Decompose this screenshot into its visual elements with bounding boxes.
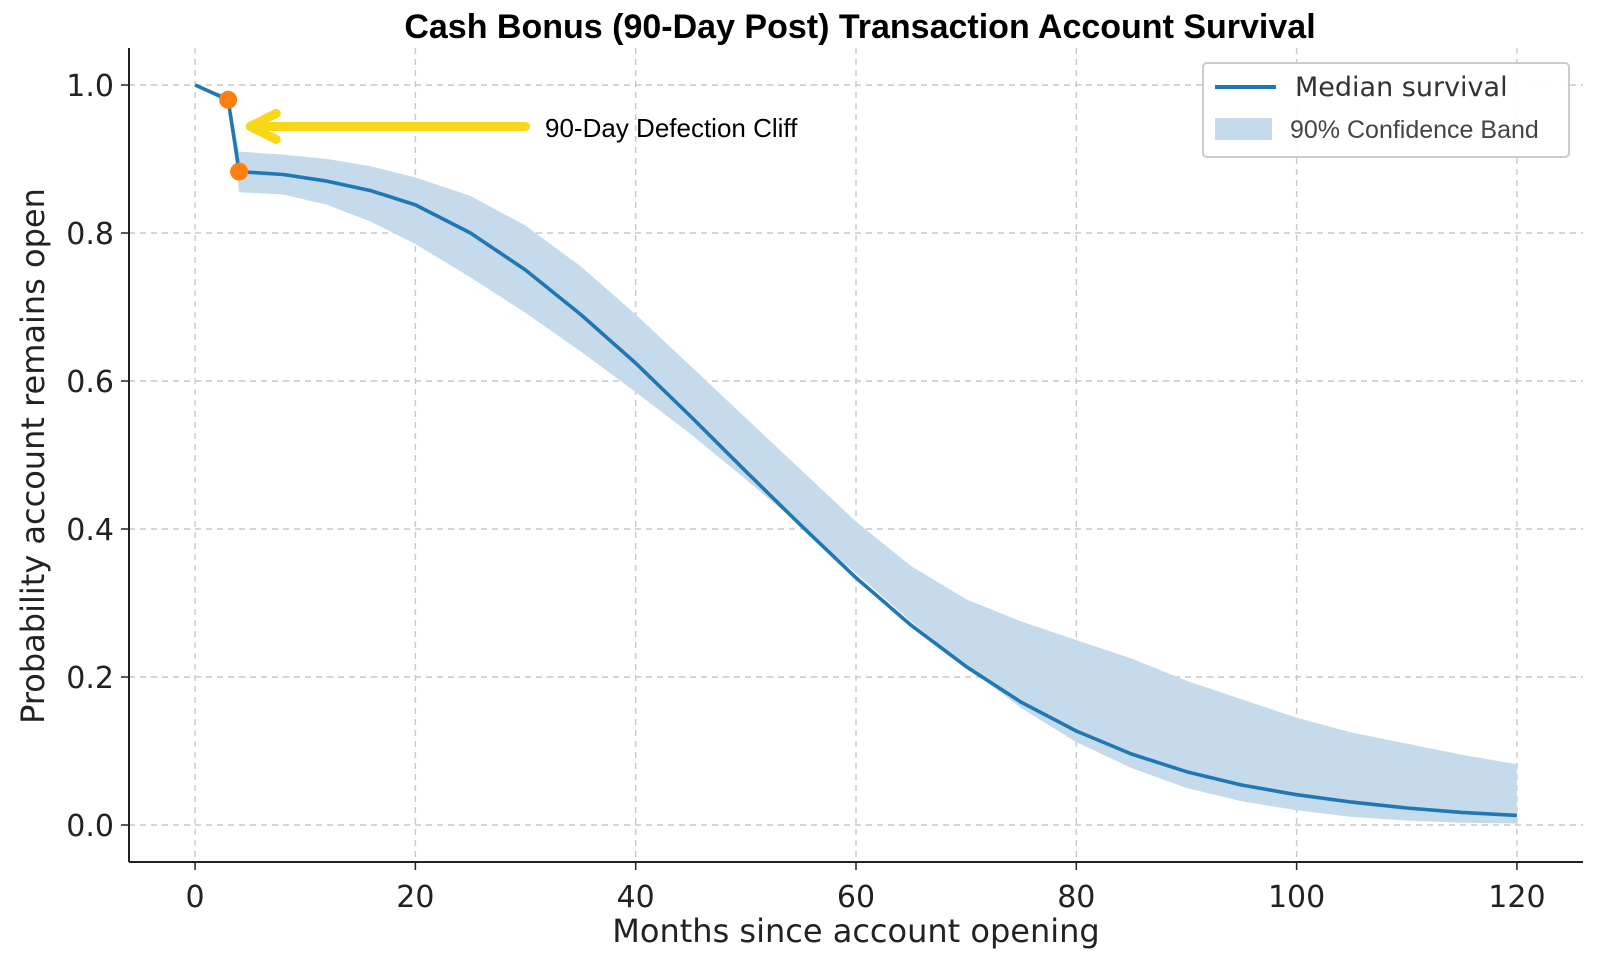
legend-band-swatch (1215, 118, 1272, 140)
y-tick-label: 0.0 (66, 809, 114, 844)
y-tick-label: 0.2 (66, 661, 114, 696)
x-tick-label: 80 (1057, 880, 1095, 915)
y-tick-label: 0.8 (66, 217, 114, 252)
x-tick-label: 40 (617, 880, 655, 915)
x-tick-label: 100 (1268, 880, 1325, 915)
grid (129, 48, 1583, 862)
cliff-markers (219, 90, 249, 181)
x-axis-label: Months since account opening (612, 912, 1099, 950)
cliff-marker-0 (219, 90, 238, 109)
y-tick-label: 0.6 (66, 365, 114, 400)
y-ticks: 0.0 0.2 0.4 0.6 0.8 1.0 (66, 69, 129, 844)
x-tick-label: 20 (396, 880, 434, 915)
median-line-layer (194, 83, 1517, 818)
y-tick-label: 0.4 (66, 513, 114, 548)
x-tick-label: 60 (837, 880, 875, 915)
legend-label-median: Median survival (1295, 72, 1508, 103)
annotation-label: 90-Day Defection Cliff (545, 113, 798, 143)
x-tick-label: 120 (1488, 880, 1545, 915)
legend-label-band: 90% Confidence Band (1290, 116, 1539, 144)
legend: Median survival 90% Confidence Band (1202, 62, 1570, 158)
y-axis-label: Probability account remains open (14, 188, 52, 724)
x-ticks: 0 20 40 60 80 100 120 (186, 862, 1546, 915)
y-tick-label: 1.0 (66, 69, 114, 104)
chart-title: Cash Bonus (90-Day Post) Transaction Acc… (404, 8, 1315, 46)
cliff-marker-1 (230, 162, 249, 181)
x-tick-label: 0 (186, 880, 205, 915)
annotation-arrow-head (245, 108, 281, 144)
median-survival-line (194, 83, 1517, 818)
annotation: 90-Day Defection Cliff (245, 108, 798, 144)
legend-box (1202, 62, 1570, 158)
